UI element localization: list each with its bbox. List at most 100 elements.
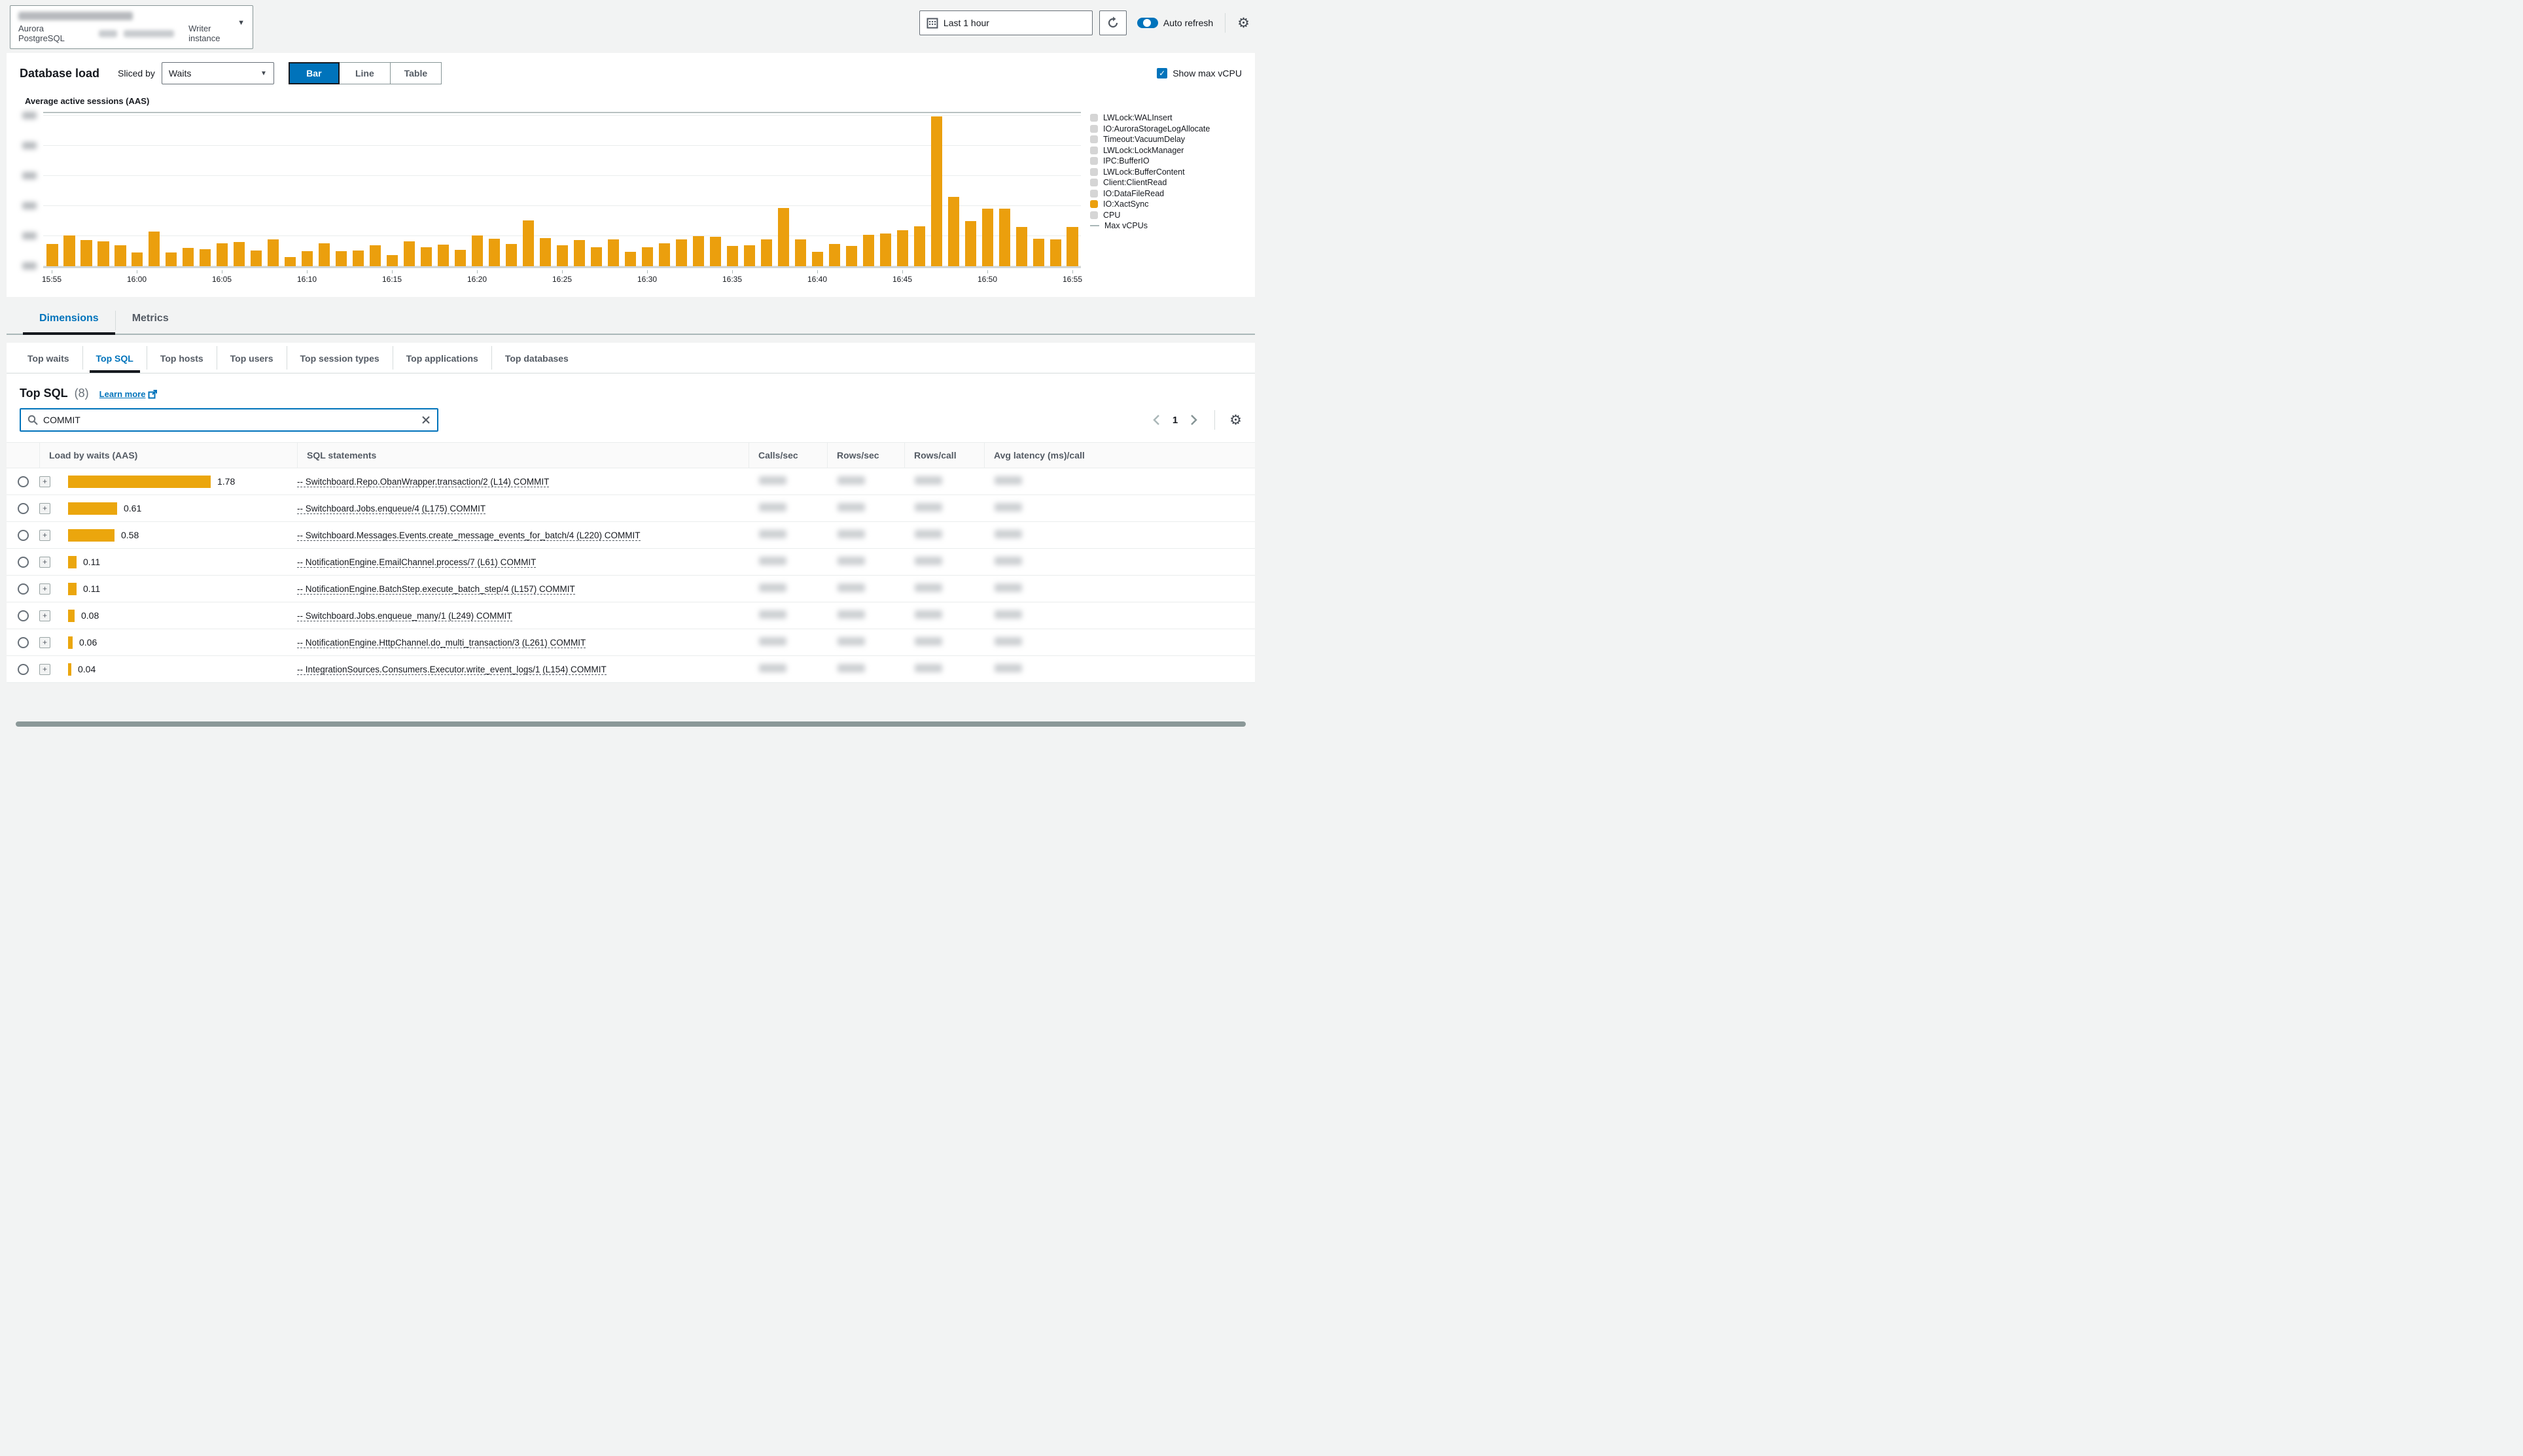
legend-item[interactable]: IO:DataFileRead bbox=[1090, 188, 1242, 199]
aas-bar[interactable] bbox=[760, 239, 772, 266]
aas-bar[interactable] bbox=[132, 252, 143, 266]
view-option-bar[interactable]: Bar bbox=[288, 62, 340, 84]
tab-dimensions[interactable]: Dimensions bbox=[23, 307, 115, 335]
aas-bar[interactable] bbox=[930, 116, 942, 266]
aas-bar[interactable] bbox=[404, 241, 415, 266]
aas-bar[interactable] bbox=[200, 249, 211, 266]
row-radio-button[interactable] bbox=[18, 556, 29, 568]
aas-bar[interactable] bbox=[726, 245, 738, 266]
show-max-vcpu-checkbox[interactable]: ✓ bbox=[1157, 68, 1168, 78]
aas-bar[interactable] bbox=[947, 197, 959, 266]
tab-top-hosts[interactable]: Top hosts bbox=[160, 353, 203, 364]
aas-bar[interactable] bbox=[97, 241, 109, 266]
expand-row-icon[interactable]: + bbox=[39, 529, 50, 541]
sql-statement-link[interactable]: -- Switchboard.Jobs.enqueue_many/1 (L249… bbox=[297, 610, 512, 621]
aas-bar[interactable] bbox=[709, 236, 721, 266]
legend-item[interactable]: LWLock:WALInsert bbox=[1090, 113, 1242, 124]
sql-statement-link[interactable]: -- NotificationEngine.EmailChannel.proce… bbox=[297, 557, 537, 568]
sql-statement-link[interactable]: -- Switchboard.Messages.Events.create_me… bbox=[297, 530, 641, 541]
legend-item[interactable]: IO:XactSync bbox=[1090, 199, 1242, 210]
aas-bar[interactable] bbox=[319, 243, 330, 266]
legend-item[interactable]: Timeout:VacuumDelay bbox=[1090, 134, 1242, 145]
aas-bar[interactable] bbox=[1050, 239, 1061, 266]
tab-top-applications[interactable]: Top applications bbox=[406, 353, 478, 364]
aas-bar[interactable] bbox=[896, 230, 908, 266]
current-page-number[interactable]: 1 bbox=[1172, 414, 1178, 426]
aas-bar[interactable] bbox=[149, 232, 160, 266]
row-radio-button[interactable] bbox=[18, 476, 29, 487]
aas-bar[interactable] bbox=[80, 240, 92, 266]
aas-bar[interactable] bbox=[675, 239, 687, 266]
legend-item[interactable]: LWLock:BufferContent bbox=[1090, 167, 1242, 178]
expand-row-icon[interactable]: + bbox=[39, 583, 50, 595]
aas-bar[interactable] bbox=[1067, 227, 1078, 266]
auto-refresh-toggle[interactable] bbox=[1137, 18, 1158, 28]
expand-row-icon[interactable]: + bbox=[39, 476, 50, 487]
aas-bar[interactable] bbox=[455, 250, 467, 266]
aas-bar[interactable] bbox=[964, 220, 976, 266]
legend-item[interactable]: IPC:BufferIO bbox=[1090, 156, 1242, 167]
aas-bar[interactable] bbox=[845, 245, 857, 266]
view-option-line[interactable]: Line bbox=[339, 62, 391, 84]
aas-bar[interactable] bbox=[387, 255, 398, 266]
row-radio-button[interactable] bbox=[18, 663, 29, 675]
aas-bar[interactable] bbox=[573, 240, 586, 266]
aas-bar[interactable] bbox=[624, 251, 637, 266]
aas-bar[interactable] bbox=[794, 239, 806, 266]
sliced-by-select[interactable]: Waits ▼ bbox=[161, 62, 274, 84]
aas-bar[interactable] bbox=[522, 220, 535, 266]
aas-bar[interactable] bbox=[658, 243, 670, 266]
sql-statement-link[interactable]: -- Switchboard.Jobs.enqueue/4 (L175) COM… bbox=[297, 503, 486, 514]
aas-bar[interactable] bbox=[777, 207, 789, 266]
tab-top-sql[interactable]: Top SQL bbox=[83, 343, 147, 373]
expand-row-icon[interactable]: + bbox=[39, 610, 50, 621]
aas-bar[interactable] bbox=[1015, 227, 1027, 266]
learn-more-link[interactable]: Learn more bbox=[99, 389, 158, 399]
aas-bar[interactable] bbox=[811, 251, 823, 266]
view-option-table[interactable]: Table bbox=[390, 62, 442, 84]
aas-bar[interactable] bbox=[370, 245, 381, 266]
tab-top-waits[interactable]: Top waits bbox=[27, 353, 69, 364]
legend-item[interactable]: CPU bbox=[1090, 210, 1242, 221]
search-input[interactable] bbox=[43, 415, 416, 425]
aas-bar[interactable] bbox=[63, 235, 75, 266]
aas-bar[interactable] bbox=[217, 243, 228, 266]
aas-bar[interactable] bbox=[302, 251, 313, 266]
aas-bar[interactable] bbox=[353, 251, 364, 266]
legend-item[interactable]: Max vCPUs bbox=[1090, 220, 1242, 232]
tab-metrics[interactable]: Metrics bbox=[132, 313, 169, 324]
legend-item[interactable]: LWLock:LockManager bbox=[1090, 145, 1242, 156]
sql-statement-link[interactable]: -- Switchboard.Repo.ObanWrapper.transact… bbox=[297, 476, 550, 487]
row-radio-button[interactable] bbox=[18, 502, 29, 514]
legend-item[interactable]: Client:ClientRead bbox=[1090, 177, 1242, 188]
aas-bar[interactable] bbox=[115, 245, 126, 266]
aas-bar[interactable] bbox=[234, 242, 245, 266]
aas-bar[interactable] bbox=[607, 239, 620, 266]
next-page-button[interactable] bbox=[1187, 413, 1200, 427]
aas-bar[interactable] bbox=[251, 251, 262, 266]
aas-bar[interactable] bbox=[862, 235, 874, 266]
row-radio-button[interactable] bbox=[18, 583, 29, 595]
aas-bar[interactable] bbox=[1032, 238, 1044, 266]
aas-bar[interactable] bbox=[268, 239, 279, 266]
aas-bar[interactable] bbox=[913, 226, 925, 266]
aas-bar[interactable] bbox=[590, 247, 603, 266]
aas-bar[interactable] bbox=[998, 208, 1010, 266]
refresh-button[interactable] bbox=[1099, 10, 1127, 35]
sql-statement-link[interactable]: -- IntegrationSources.Consumers.Executor… bbox=[297, 664, 607, 675]
aas-bar[interactable] bbox=[489, 238, 501, 266]
settings-gear-icon[interactable]: ⚙ bbox=[1237, 15, 1250, 31]
legend-item[interactable]: IO:AuroraStorageLogAllocate bbox=[1090, 124, 1242, 135]
aas-bar[interactable] bbox=[336, 251, 347, 266]
tab-top-users[interactable]: Top users bbox=[230, 353, 273, 364]
tab-top-databases[interactable]: Top databases bbox=[504, 353, 569, 364]
horizontal-scrollbar[interactable] bbox=[16, 721, 1246, 727]
aas-bar[interactable] bbox=[743, 245, 755, 266]
chart-plot-area[interactable] bbox=[22, 111, 1081, 269]
aas-bar[interactable] bbox=[183, 248, 194, 266]
aas-bar[interactable] bbox=[166, 252, 177, 266]
aas-bar[interactable] bbox=[46, 243, 58, 266]
expand-row-icon[interactable]: + bbox=[39, 556, 50, 568]
aas-bar[interactable] bbox=[506, 243, 518, 266]
aas-bar[interactable] bbox=[438, 244, 450, 266]
